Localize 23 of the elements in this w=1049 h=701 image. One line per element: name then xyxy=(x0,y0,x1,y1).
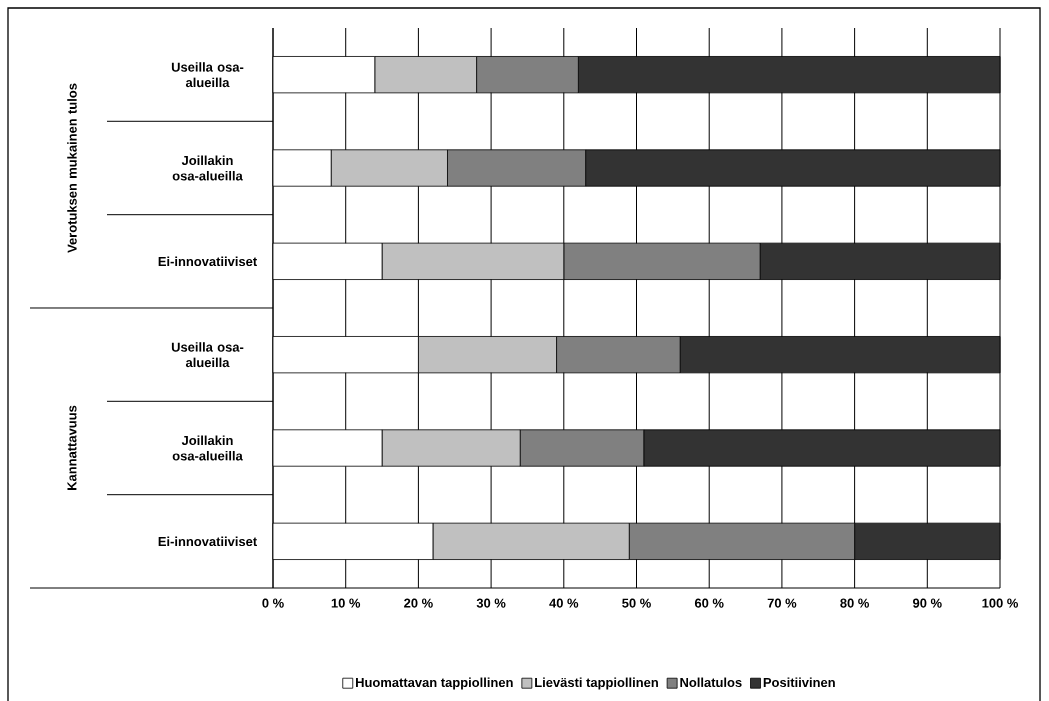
x-tick-label: 0 % xyxy=(262,598,284,608)
y-tick-label: Useilla osa-alueilla xyxy=(171,62,244,88)
x-tick-label: 10 % xyxy=(331,598,361,608)
legend-label: Lievästi tappiollinen xyxy=(535,677,658,690)
y-tick-label: Useilla osa-alueilla xyxy=(171,342,244,368)
text: Verotuksen mukainen tulos xyxy=(67,83,77,253)
legend-label: Positiivinen xyxy=(763,677,835,688)
x-tick-label: 50 % xyxy=(622,598,651,608)
text: Kannattavuus xyxy=(67,405,77,490)
legend-label: Huomattavan tappiollinen xyxy=(356,677,513,690)
y-tick-label: Joillakin osa-alueilla xyxy=(172,435,243,461)
x-tick-label: 60 % xyxy=(694,598,724,608)
x-tick-label: 80 % xyxy=(840,598,870,608)
x-tick-label: 30 % xyxy=(476,598,506,608)
y-tick-label: Joillakin osa-alueilla xyxy=(172,155,243,181)
y-tick-label: Ei-innovatiiviset xyxy=(158,256,257,267)
x-tick-label: 20 % xyxy=(404,598,433,608)
legend-label: Nollatulos xyxy=(680,677,742,688)
y-tick-label: Ei-innovatiiviset xyxy=(158,536,257,547)
x-tick-label: 100 % xyxy=(982,598,1019,608)
x-tick-label: 90 % xyxy=(913,598,942,608)
x-tick-label: 40 % xyxy=(549,598,579,608)
x-tick-label: 70 % xyxy=(767,598,797,608)
